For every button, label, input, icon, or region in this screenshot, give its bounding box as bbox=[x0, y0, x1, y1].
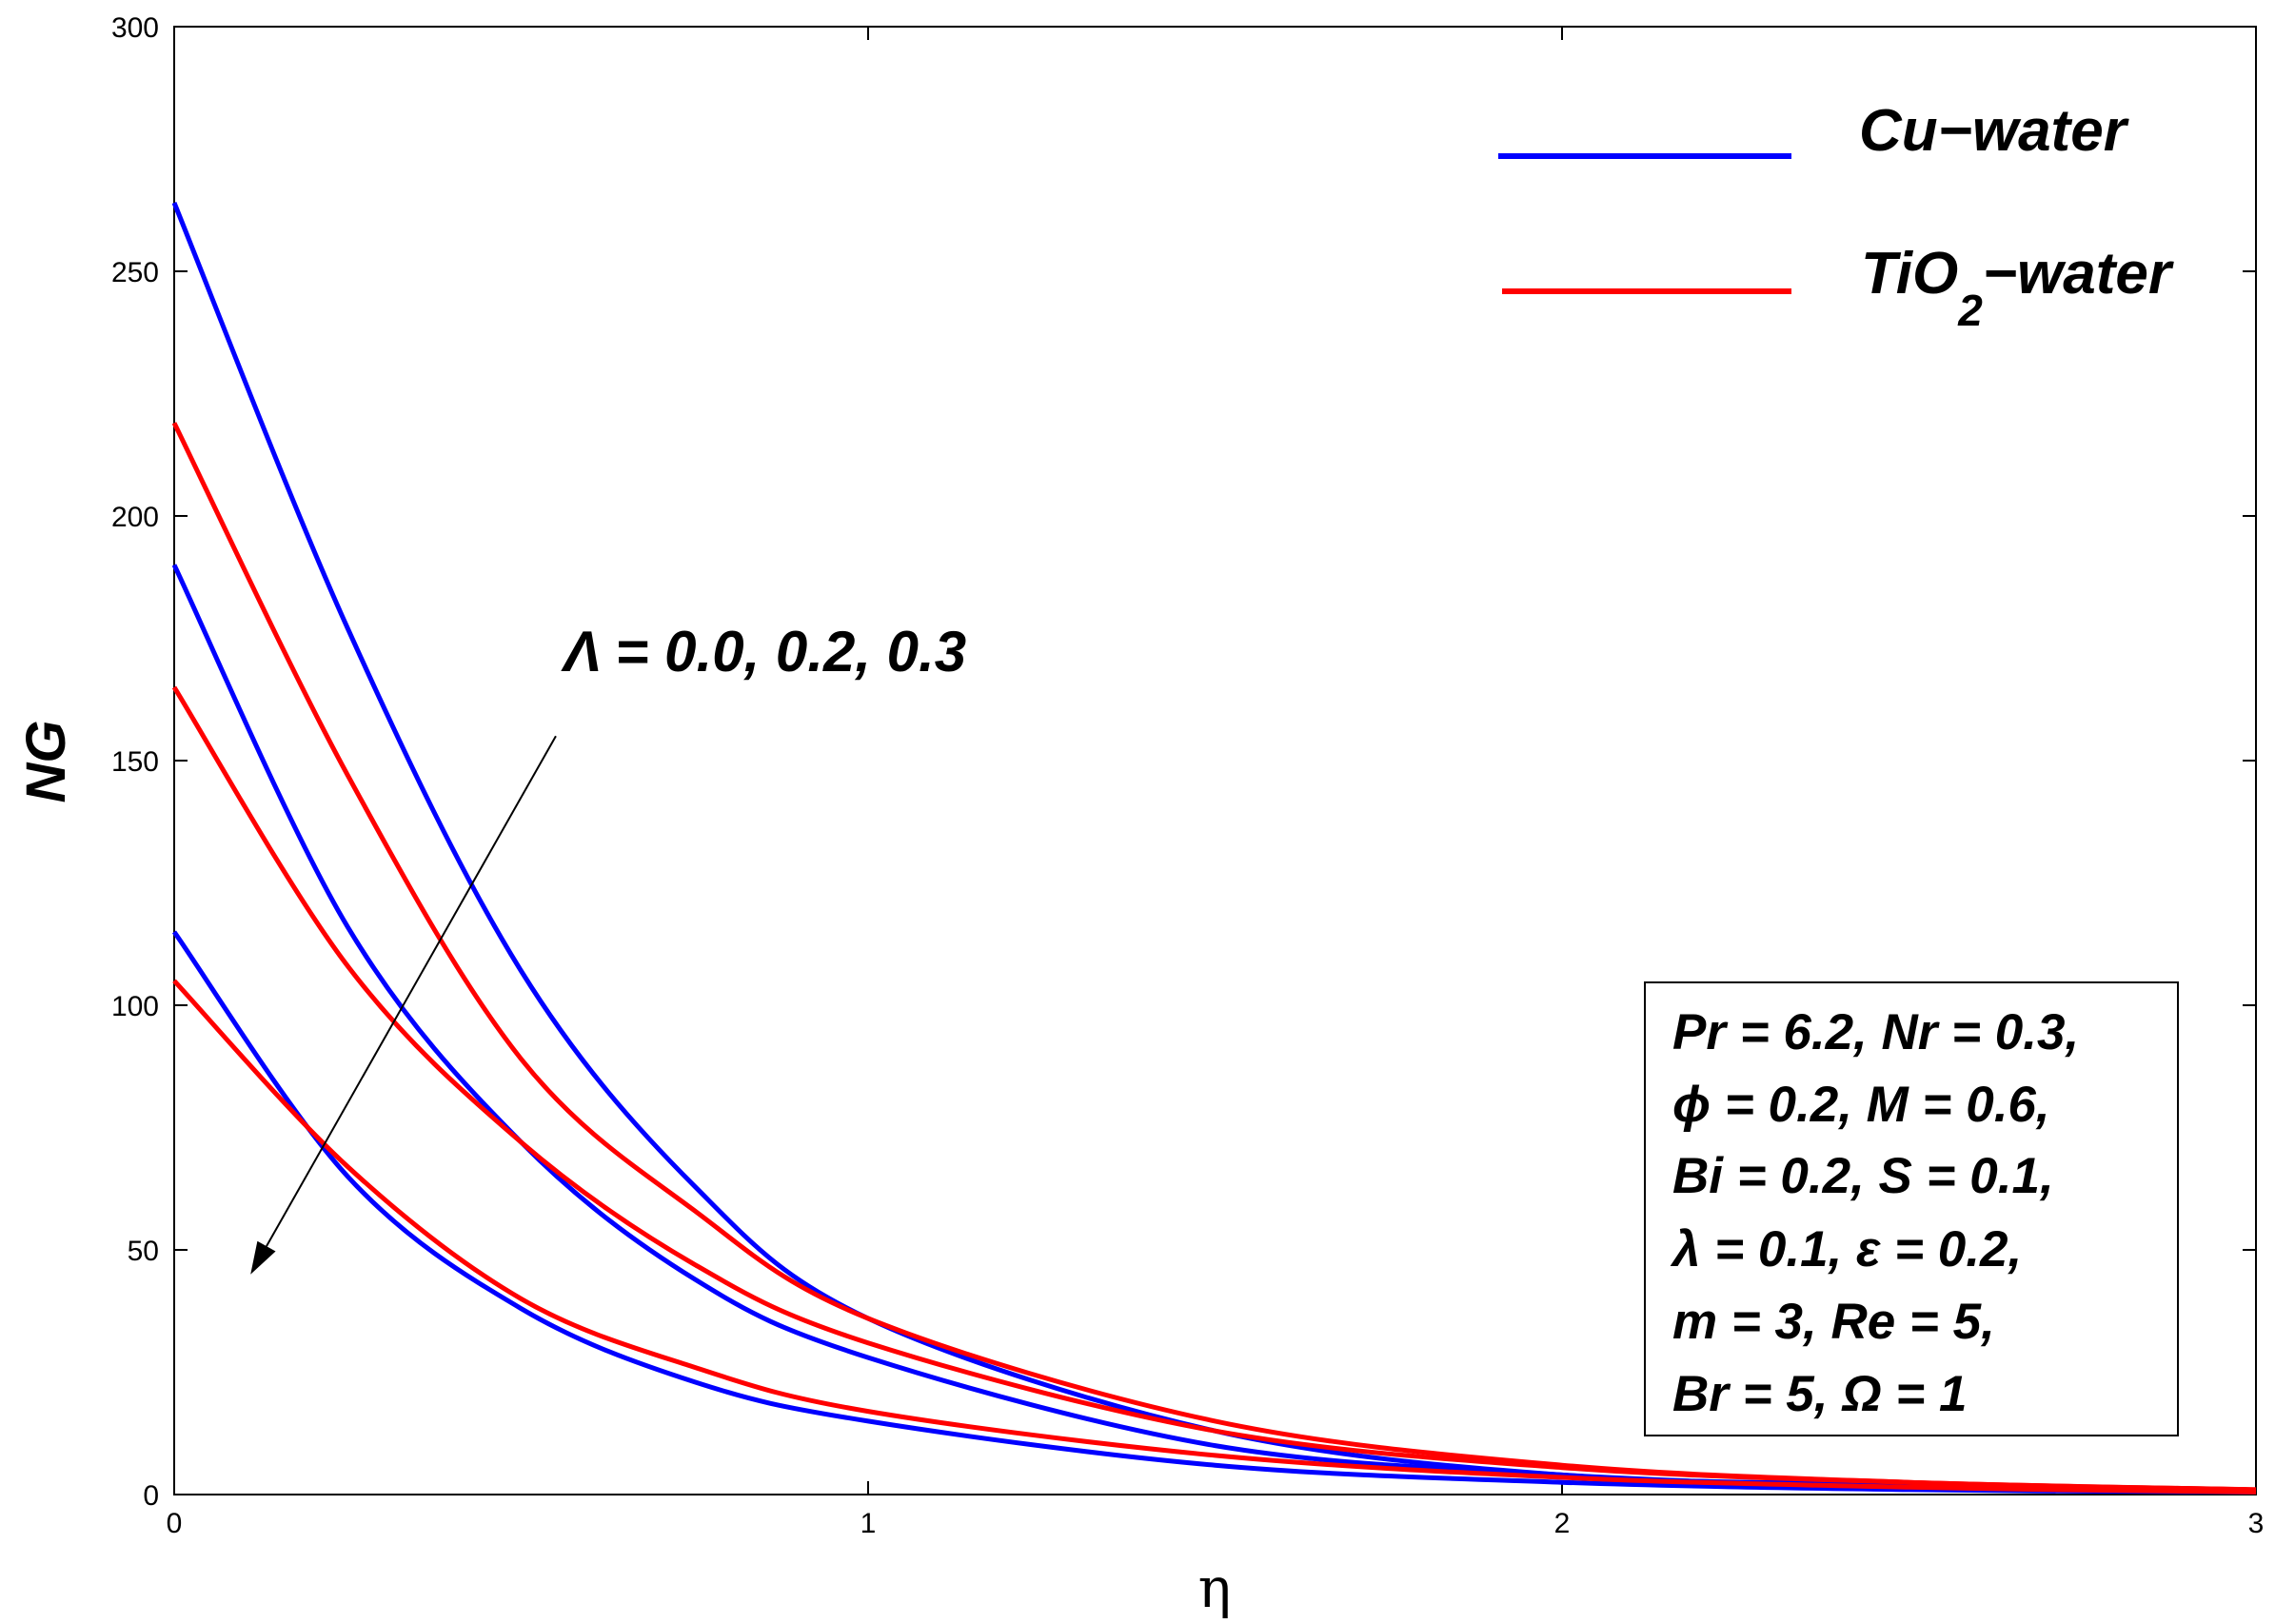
data-series bbox=[171, 202, 2257, 1495]
param-line-2: ϕ = 0.2, M = 0.6, bbox=[1672, 1077, 2050, 1133]
y-tick-label: 50 bbox=[128, 1236, 159, 1267]
x-tick-label: 3 bbox=[2248, 1508, 2265, 1539]
series-line-tio2-water-lambda-0.2 bbox=[171, 685, 2257, 1493]
arrow-line bbox=[266, 735, 557, 1247]
y-tick-label: 0 bbox=[143, 1480, 159, 1512]
arrow-head bbox=[250, 1240, 276, 1275]
y-tick-label: 250 bbox=[111, 257, 159, 288]
x-tick-label: 2 bbox=[1554, 1508, 1571, 1539]
parameter-box: Pr = 6.2, Nr = 0.3, ϕ = 0.2, M = 0.6, Bi… bbox=[1644, 981, 2179, 1436]
param-line-6: Br = 5, Ω = 1 bbox=[1672, 1366, 1968, 1422]
legend-label-tio2-water: TiO2−water bbox=[1861, 241, 2174, 335]
lambda-arrow-annotation: Λ = 0.0, 0.2, 0.3 bbox=[250, 620, 966, 1275]
series-line-tio2-water-lambda-0.3 bbox=[172, 979, 2257, 1495]
y-tick-label: 150 bbox=[111, 746, 159, 778]
x-axis-label: η bbox=[1198, 1555, 1232, 1620]
param-line-4: λ = 0.1, ε = 0.2, bbox=[1670, 1221, 2022, 1277]
axis-ticks: 0 1 2 3 0 50 100 150 200 250 300 bbox=[111, 12, 2264, 1539]
y-axis-label: NG bbox=[15, 721, 77, 803]
param-line-3: Bi = 0.2, S = 0.1, bbox=[1672, 1148, 2054, 1204]
param-line-1: Pr = 6.2, Nr = 0.3, bbox=[1672, 1004, 2079, 1060]
x-tick-label: 1 bbox=[861, 1508, 877, 1539]
y-tick-label: 100 bbox=[111, 991, 159, 1022]
parameter-box-frame bbox=[1644, 981, 2179, 1436]
arrow-label: Λ = 0.0, 0.2, 0.3 bbox=[561, 620, 966, 683]
legend: Cu−water TiO2−water bbox=[1498, 98, 2174, 335]
y-tick-label: 200 bbox=[111, 502, 159, 533]
param-line-5: m = 3, Re = 5, bbox=[1672, 1294, 1995, 1350]
series-line-cu-water-lambda-0.3 bbox=[171, 930, 2257, 1495]
x-tick-label: 0 bbox=[167, 1508, 183, 1539]
legend-label-cu-water: Cu−water bbox=[1859, 98, 2129, 164]
y-tick-label: 300 bbox=[111, 12, 159, 44]
